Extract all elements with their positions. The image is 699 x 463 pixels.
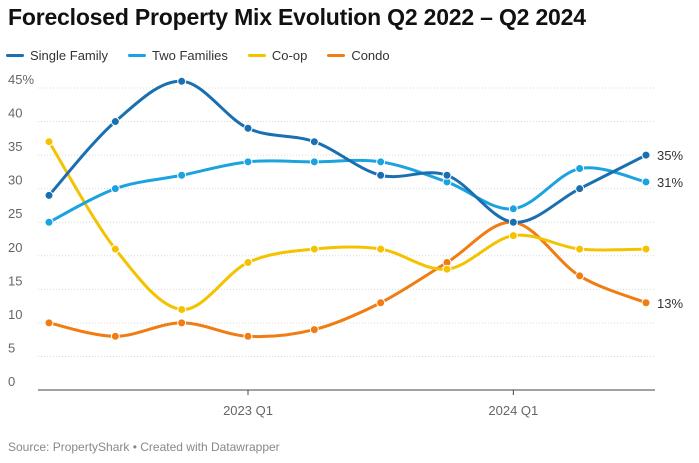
data-point-single-family	[575, 184, 585, 194]
source-note: Source: PropertyShark • Created with Dat…	[8, 440, 280, 454]
series-line-condo	[47, 220, 648, 339]
data-point-single-family	[243, 123, 253, 133]
data-point-condo	[243, 331, 253, 341]
legend-item-two-families: Two Families	[128, 48, 228, 63]
x-tick-label: 2024 Q1	[488, 403, 538, 418]
data-point-condo	[309, 325, 319, 335]
data-point-single-family	[44, 190, 54, 200]
series-line-single-family	[47, 79, 648, 224]
data-point-single-family	[110, 117, 120, 127]
y-tick-label: 45%	[8, 72, 34, 87]
data-point-two-families	[641, 177, 651, 187]
y-tick-label: 10	[8, 307, 22, 322]
data-point-single-family	[508, 217, 518, 227]
legend-swatch-single-family	[6, 54, 24, 57]
data-point-two-families	[44, 217, 54, 227]
data-point-co-op	[309, 244, 319, 254]
chart-title: Foreclosed Property Mix Evolution Q2 202…	[8, 4, 586, 30]
series-line-two-families	[47, 158, 648, 224]
data-point-co-op	[641, 244, 651, 254]
data-point-single-family	[177, 76, 187, 86]
end-label-two-families: 31%	[657, 175, 683, 190]
legend-swatch-two-families	[128, 54, 147, 57]
end-label-single-family: 35%	[657, 148, 683, 163]
data-point-condo	[641, 298, 651, 308]
data-point-co-op	[508, 231, 518, 241]
y-tick-label: 40	[8, 106, 22, 121]
data-point-single-family	[641, 150, 651, 160]
data-point-single-family	[309, 137, 319, 147]
legend: Single Family Two Families Co-op Condo	[6, 48, 410, 63]
legend-swatch-co-op	[247, 54, 266, 57]
y-tick-label: 20	[8, 240, 22, 255]
data-point-two-families	[575, 164, 585, 174]
data-point-condo	[376, 298, 386, 308]
legend-label-two-families: Two Families	[152, 48, 228, 63]
legend-item-single-family: Single Family	[6, 48, 108, 63]
data-point-condo	[110, 331, 120, 341]
series-line-co-op	[47, 140, 648, 311]
end-label-condo: 13%	[657, 296, 683, 311]
data-point-single-family	[376, 170, 386, 180]
data-point-co-op	[243, 257, 253, 267]
data-point-condo	[44, 318, 54, 328]
data-point-two-families	[508, 204, 518, 214]
data-point-co-op	[575, 244, 585, 254]
legend-item-condo: Condo	[327, 48, 390, 63]
data-point-co-op	[376, 244, 386, 254]
data-point-co-op	[177, 304, 187, 314]
data-point-two-families	[309, 157, 319, 167]
y-tick-label: 5	[8, 340, 15, 355]
legend-label-single-family: Single Family	[30, 48, 109, 63]
legend-swatch-condo	[327, 54, 346, 57]
data-point-two-families	[110, 184, 120, 194]
data-point-co-op	[442, 264, 452, 274]
legend-item-co-op: Co-op	[247, 48, 308, 63]
data-point-two-families	[177, 170, 187, 180]
y-tick-label: 0	[8, 374, 15, 389]
y-tick-label: 15	[8, 273, 22, 288]
data-point-co-op	[44, 137, 54, 147]
y-tick-label: 30	[8, 173, 22, 188]
data-point-two-families	[243, 157, 253, 167]
y-tick-label: 25	[8, 206, 22, 221]
x-tick-label: 2023 Q1	[223, 403, 273, 418]
data-point-two-families	[376, 157, 386, 167]
data-point-condo	[177, 318, 187, 328]
data-point-co-op	[110, 244, 120, 254]
legend-label-condo: Condo	[351, 48, 390, 63]
data-point-condo	[575, 271, 585, 281]
legend-label-co-op: Co-op	[271, 48, 308, 63]
y-tick-label: 35	[8, 139, 22, 154]
data-point-single-family	[442, 170, 452, 180]
